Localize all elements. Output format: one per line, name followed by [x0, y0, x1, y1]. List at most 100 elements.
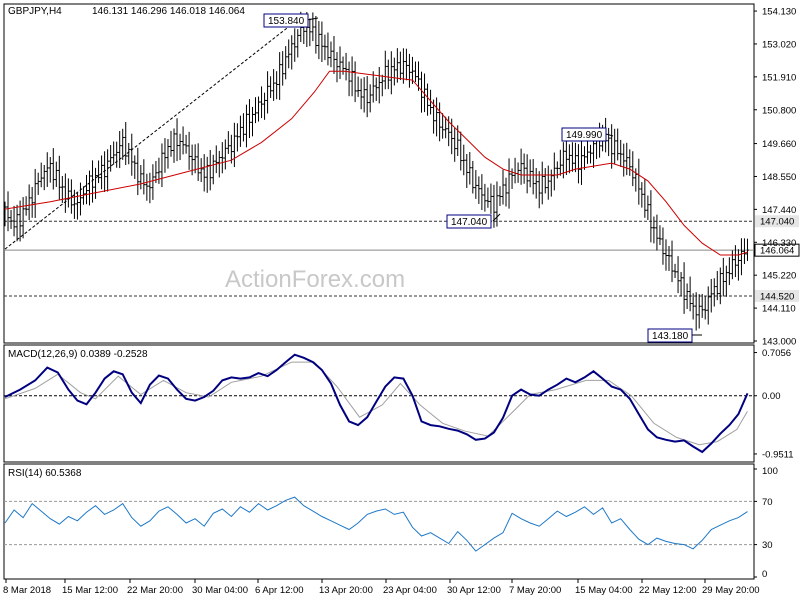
price-bar: [247, 99, 251, 138]
price-bar: [365, 76, 369, 118]
price-bar: [172, 128, 176, 163]
price-tick-label: 151.910: [762, 72, 796, 83]
price-bar: [507, 158, 511, 209]
price-bar: [742, 238, 746, 265]
price-tick-label: 144.110: [762, 304, 796, 315]
price-bar: [570, 142, 574, 172]
price-bar: [3, 201, 7, 227]
price-bar: [178, 133, 182, 161]
price-annotation: 149.990: [561, 127, 614, 142]
price-bar: [398, 51, 402, 81]
price-bar: [287, 39, 291, 69]
price-bar: [688, 276, 692, 312]
price-bar: [573, 142, 577, 173]
level-tag: [755, 215, 799, 228]
price-tick-label: 153.020: [762, 39, 796, 50]
price-bar: [229, 134, 233, 164]
time-tick-label: 7 May 20:00: [509, 585, 561, 596]
price-bar: [435, 97, 439, 137]
price-bar: [250, 106, 254, 137]
rsi-panel: [3, 463, 755, 580]
price-bar: [401, 48, 405, 84]
price-bar: [254, 97, 258, 124]
rsi-tick-label: 100: [762, 466, 778, 477]
price-bar: [567, 144, 571, 174]
price-bar: [374, 77, 378, 101]
price-tick-label: 143.000: [762, 337, 796, 348]
price-bar: [166, 139, 170, 169]
price-bar: [416, 61, 420, 91]
price-bar: [244, 104, 248, 148]
price-bar: [60, 176, 64, 203]
level-tag: [755, 289, 799, 302]
price-bar: [661, 227, 665, 265]
price-bar: [646, 195, 650, 220]
price-bar: [6, 191, 10, 232]
price-bar: [57, 155, 61, 201]
price-bar: [528, 159, 532, 188]
price-bar: [552, 152, 556, 191]
price-bar: [706, 286, 710, 325]
price-panel: [3, 3, 755, 344]
price-bar: [410, 56, 414, 84]
price-bar: [380, 74, 384, 97]
time-tick-label: 15 Mar 12:00: [62, 585, 118, 596]
price-bar: [350, 56, 354, 97]
price-bar: [9, 210, 13, 229]
price-bar: [537, 171, 541, 209]
price-bar: [163, 138, 167, 173]
price-tick-label: 154.130: [762, 7, 796, 18]
price-bar: [426, 83, 430, 116]
price-bar: [33, 168, 37, 219]
price-bar: [223, 139, 227, 170]
price-bar: [489, 183, 493, 214]
price-bar: [75, 192, 79, 220]
price-bar: [724, 265, 728, 297]
price-bar: [314, 15, 318, 54]
svg-text:147.040: 147.040: [451, 217, 488, 228]
price-bar: [480, 174, 484, 211]
price-bar: [187, 131, 191, 170]
price-bar: [432, 99, 436, 134]
rsi-label: RSI(14) 60.5368: [8, 468, 82, 479]
price-bar: [534, 168, 538, 199]
macd-lines: [4, 353, 749, 454]
time-tick-label: 30 Mar 04:00: [192, 585, 248, 596]
price-bar: [332, 35, 336, 74]
time-tick-label: 22 May 12:00: [639, 585, 697, 596]
macd-tick-label: -0.9511: [762, 449, 794, 460]
price-bar: [441, 113, 445, 139]
price-bar: [652, 216, 656, 244]
price-levels: 147.040 144.520 146.064: [4, 215, 800, 302]
price-bar: [582, 146, 586, 170]
price-bar: [293, 28, 297, 62]
price-bar: [193, 144, 197, 174]
price-bar: [676, 256, 680, 294]
price-bar: [284, 46, 288, 80]
price-bar: [202, 154, 206, 192]
price-bar: [628, 149, 632, 176]
price-bar: [238, 115, 242, 147]
price-bar: [139, 164, 143, 190]
price-bar: [709, 278, 713, 313]
price-bar: [392, 57, 396, 86]
price-bar: [344, 52, 348, 81]
price-bar: [643, 178, 647, 218]
price-bar: [631, 151, 635, 187]
price-bar: [266, 71, 270, 114]
price-bar: [658, 225, 662, 245]
price-bar: [217, 150, 221, 178]
price-bar: [712, 278, 716, 307]
price-bar: [214, 145, 218, 174]
price-bar: [45, 152, 49, 187]
price-bar: [160, 143, 164, 188]
price-bar: [329, 41, 333, 68]
price-bar: [130, 133, 134, 176]
price-bar: [721, 257, 725, 297]
price-bar: [88, 170, 92, 206]
price-bar: [278, 52, 282, 100]
price-annotations: 153.840 147.040 149.990 143.180: [263, 13, 702, 343]
price-bar: [522, 153, 526, 184]
trend-line: [4, 14, 305, 250]
